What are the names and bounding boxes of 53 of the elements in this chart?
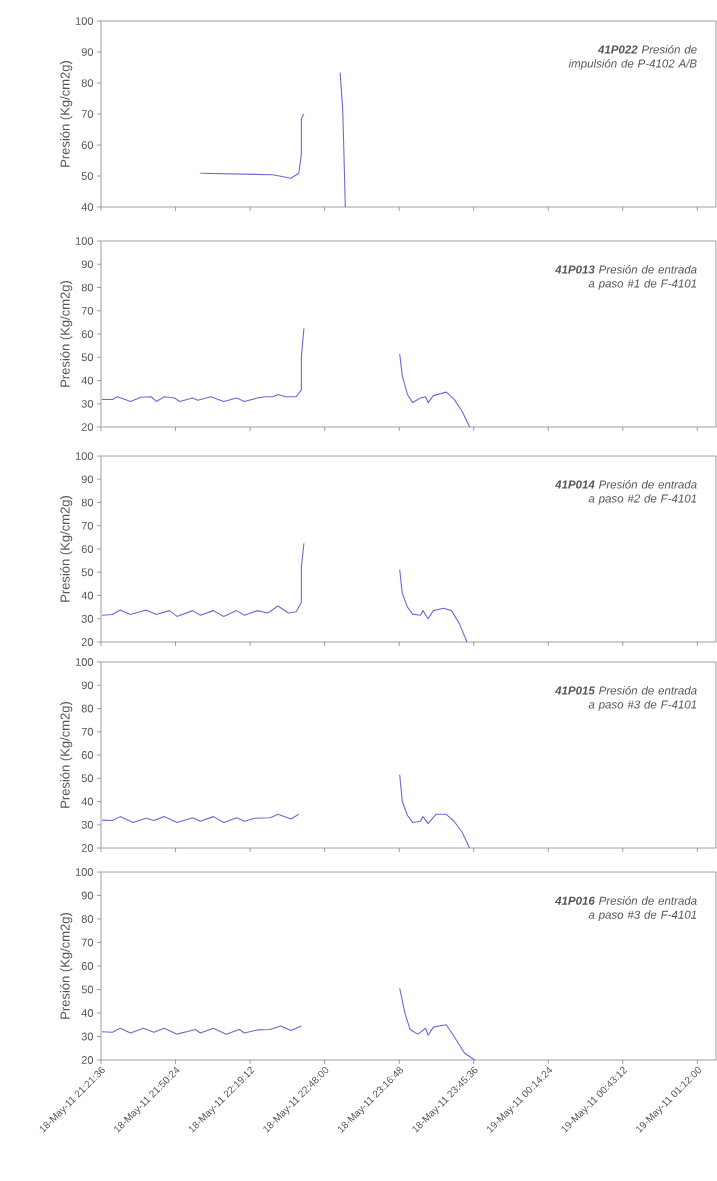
y-tick-label: 50: [81, 353, 94, 362]
y-tick-label: 70: [81, 110, 94, 118]
y-tick-label: 50: [81, 172, 94, 180]
y-tick-label: 100: [75, 658, 94, 666]
y-axis-title: Presión (Kg/cm2g): [59, 496, 73, 602]
y-tick-label: 100: [75, 868, 94, 876]
y-tick-label: 40: [81, 376, 94, 385]
y-tick-label: 80: [81, 915, 94, 923]
text: 41P015 Presión de entrada a paso #3 de F-4101: [554, 686, 697, 711]
y-axis-title: Presión (Kg/cm2g): [59, 61, 73, 167]
y-tick-label: 30: [81, 1032, 94, 1041]
y-tick-label: 80: [81, 79, 94, 87]
y-tick-label: 90: [81, 260, 94, 269]
y-tick-label: 20: [81, 638, 94, 646]
y-tick-label: 70: [81, 727, 94, 736]
y-tick-label: 30: [81, 399, 94, 408]
y-axis-title: Presión (Kg/cm2g): [59, 702, 73, 808]
y-tick-label: 80: [81, 704, 94, 713]
y-tick-label: 20: [81, 423, 94, 431]
y-tick-label: 60: [81, 962, 94, 970]
y-tick-label: 40: [81, 797, 94, 806]
y-tick-label: 60: [81, 545, 94, 553]
text: 41P014 Presión de entrada a paso #2 de F-4101: [554, 480, 697, 505]
y-axis-title: Presión (Kg/cm2g): [59, 281, 73, 387]
y-tick-label: 30: [81, 614, 94, 623]
y-tick-label: 70: [81, 306, 94, 315]
y-tick-label: 30: [81, 820, 94, 829]
text: 41P022 Presión de impulsión de P-4102 A/B: [568, 45, 697, 70]
y-tick-label: 70: [81, 521, 94, 530]
y-tick-label: 60: [81, 141, 94, 149]
y-tick-label: 40: [81, 1009, 94, 1017]
y-axis-title: Presión (Kg/cm2g): [59, 913, 73, 1019]
text: 41P013 Presión de entrada a paso #1 de F-4101: [554, 265, 697, 290]
y-tick-label: 70: [81, 938, 94, 947]
y-tick-label: 90: [81, 48, 94, 56]
y-tick-label: 50: [81, 568, 94, 577]
text: 41P016 Presión de entrada a paso #3 de F-4101: [554, 896, 697, 922]
y-tick-label: 40: [81, 591, 94, 600]
y-tick-label: 90: [81, 891, 94, 900]
y-tick-label: 60: [81, 751, 94, 759]
y-tick-label: 60: [81, 330, 94, 338]
y-tick-label: 100: [75, 237, 94, 245]
y-tick-label: 20: [81, 844, 94, 852]
y-tick-label: 90: [81, 475, 94, 484]
y-tick-label: 90: [81, 681, 94, 690]
y-tick-label: 100: [75, 17, 94, 25]
y-tick-label: 100: [75, 452, 94, 460]
y-tick-label: 80: [81, 498, 94, 507]
y-tick-label: 50: [81, 985, 94, 994]
y-tick-label: 20: [81, 1056, 94, 1064]
y-tick-label: 40: [81, 203, 94, 211]
y-tick-label: 50: [81, 774, 94, 783]
y-tick-label: 80: [81, 283, 94, 292]
